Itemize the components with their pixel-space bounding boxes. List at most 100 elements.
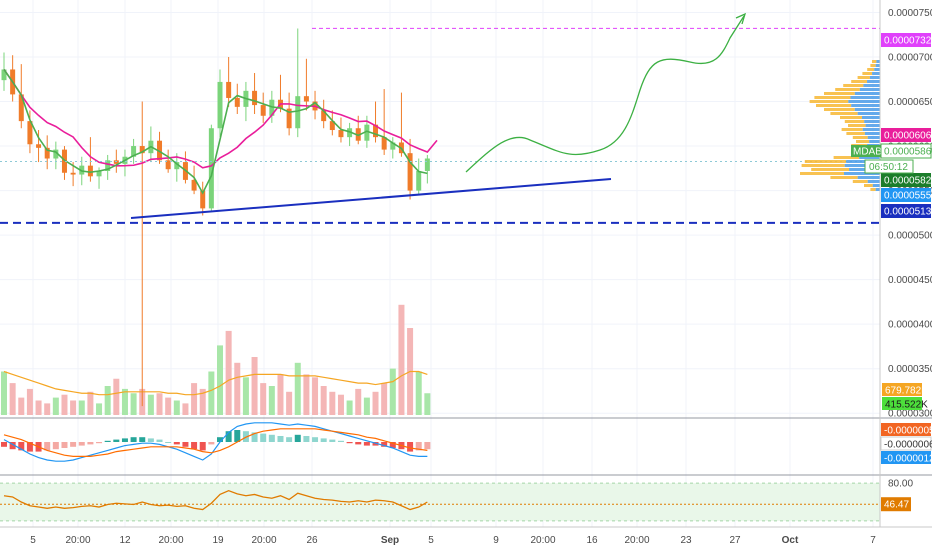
macd-line — [3, 422, 428, 462]
macd-histogram-bar — [320, 438, 327, 442]
price-badge-label: 0.00007321 — [884, 36, 932, 47]
volume-bar — [156, 393, 163, 415]
candle-body — [329, 121, 335, 131]
volume-bar — [389, 368, 396, 415]
volume-bar — [18, 397, 25, 415]
macd-histogram-bar — [18, 442, 25, 451]
price-axis[interactable]: 0.000075000.000070000.000065000.00006000… — [851, 0, 932, 527]
profile-bar-down — [859, 88, 880, 91]
volume-bar — [312, 377, 319, 415]
candles-layer — [1, 28, 438, 407]
fast-ma-line — [3, 69, 428, 195]
price-badge-label: 0.00005138 — [884, 207, 932, 218]
macd-histogram-bar — [113, 439, 120, 442]
candle-body — [338, 130, 344, 138]
volume-bar — [398, 304, 405, 415]
rsi-line — [3, 489, 428, 511]
profile-bar-up — [870, 188, 876, 191]
candle-body — [113, 160, 119, 164]
profile-bar-up — [852, 180, 868, 183]
candle-body — [295, 96, 301, 129]
price-tick-label: 0.00003000 — [888, 409, 932, 420]
rsi-band — [0, 483, 880, 521]
macd-histogram-bar — [424, 442, 431, 450]
macd-histogram-bar — [415, 442, 422, 451]
profile-bar-up — [870, 64, 876, 67]
candle-body — [303, 96, 309, 102]
macd-histogram-bar — [9, 442, 16, 450]
time-axis[interactable]: 5 20:00 12 20:00 19 20:00 26 Sep 5 9 20:00 16 20:00 2… — [30, 535, 876, 546]
time-tick-label: 12 — [119, 535, 131, 546]
volume-bar — [268, 386, 275, 415]
profile-bar-down — [862, 116, 880, 119]
profile-bar-up — [840, 116, 862, 119]
candle-body — [252, 90, 258, 106]
macd-histogram-bar — [217, 437, 223, 442]
profile-bar-down — [862, 128, 880, 131]
macd-histogram-bar — [87, 442, 94, 445]
volume-badge-label: 679.782K — [885, 386, 928, 397]
volume-bar — [1, 371, 7, 415]
candle-body — [87, 165, 93, 177]
profile-bar-up — [841, 128, 863, 131]
macd-histogram-bar — [78, 442, 85, 446]
signal-line — [3, 428, 428, 457]
price-badge — [881, 33, 931, 47]
profile-bar-up — [830, 176, 858, 179]
candle-body — [407, 153, 413, 191]
profile-bar-down — [876, 60, 880, 63]
macd-histogram-bar — [70, 442, 77, 447]
macd-histogram-bar — [355, 442, 362, 445]
profile-bar-up — [852, 136, 868, 139]
macd-histogram-bar — [234, 430, 241, 442]
profile-bar-down — [869, 76, 880, 79]
trendline — [130, 178, 612, 219]
macd-histogram-bar — [61, 442, 68, 448]
volume-bar — [87, 391, 94, 415]
countdown-label: 06:50:12 — [869, 162, 908, 173]
profile-bar-down — [850, 96, 880, 99]
price-badge — [881, 188, 931, 202]
price-badge — [881, 128, 931, 142]
profile-bar-up — [816, 104, 852, 107]
macd-histogram-bar — [165, 442, 172, 443]
volume-bar — [381, 383, 388, 415]
profile-bar-down — [867, 136, 880, 139]
profile-bar-down — [846, 160, 880, 163]
profile-bar-up — [856, 140, 870, 143]
profile-bar-up — [835, 88, 860, 91]
macd-histogram-bar — [44, 442, 51, 451]
profile-bar-down — [844, 164, 880, 167]
time-tick-label: 23 — [680, 535, 692, 546]
time-tick-label: 9 — [493, 535, 499, 546]
projection-arrowhead — [735, 12, 747, 25]
profile-bar-up — [804, 160, 847, 163]
macd-histogram-bar — [1, 442, 7, 447]
volume-bar — [173, 400, 180, 415]
volume-bar — [355, 388, 362, 415]
profile-bar-down — [867, 80, 880, 83]
macd-histogram-bar — [121, 438, 128, 442]
macd-badge-label: -0.00000123 — [884, 454, 932, 465]
volume-bar — [9, 383, 16, 415]
macd-histogram-bar — [389, 442, 396, 448]
projection-curve — [465, 15, 745, 173]
price-tick-label: 0.00004000 — [888, 320, 932, 331]
volume-bar — [35, 400, 42, 415]
volume-bar — [208, 371, 215, 415]
profile-bar-down — [854, 108, 880, 111]
profile-bar-up — [844, 120, 865, 123]
volume-bar — [277, 374, 284, 415]
candle-body — [381, 137, 387, 150]
volume-bar — [182, 403, 189, 415]
volume-bar — [372, 391, 379, 415]
candle-body — [165, 160, 171, 170]
candle-body — [217, 81, 223, 129]
profile-bar-down — [857, 176, 880, 179]
volume-badge-label: 415.522K — [885, 400, 928, 411]
volume-bar — [165, 397, 172, 415]
profile-bar-down — [865, 124, 880, 127]
candle-body — [105, 160, 111, 171]
price-tick-label: 0.00004500 — [888, 275, 932, 286]
volume-bar — [130, 393, 137, 415]
